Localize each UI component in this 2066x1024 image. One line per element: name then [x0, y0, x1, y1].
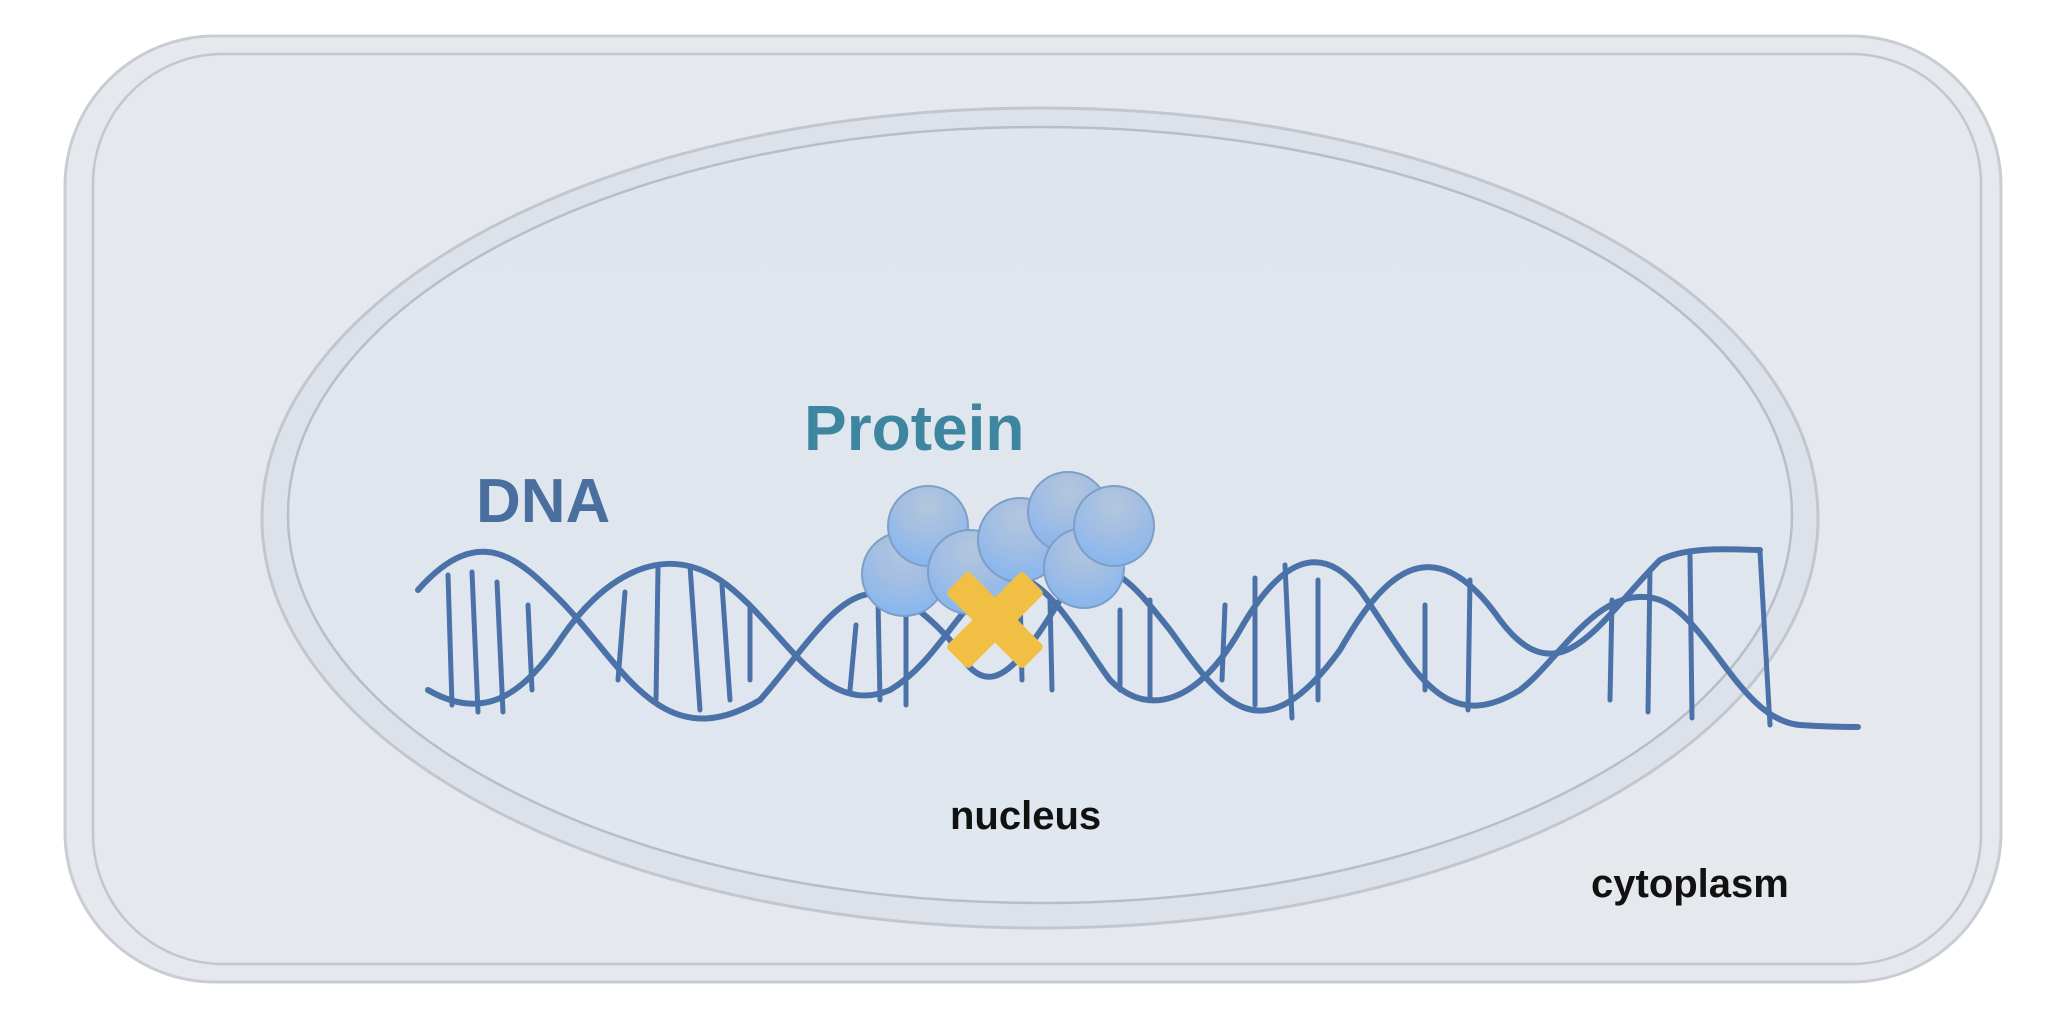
- protein-subunit-sphere-icon: [1073, 485, 1155, 567]
- yellow-x-mark-icon: [947, 572, 1043, 668]
- dna-label: DNA: [476, 467, 610, 536]
- protein-label: Protein: [804, 392, 1024, 464]
- nucleus-label: nucleus: [950, 794, 1101, 838]
- protein-complex: [861, 471, 1155, 617]
- cytoplasm-label: cytoplasm: [1591, 862, 1789, 906]
